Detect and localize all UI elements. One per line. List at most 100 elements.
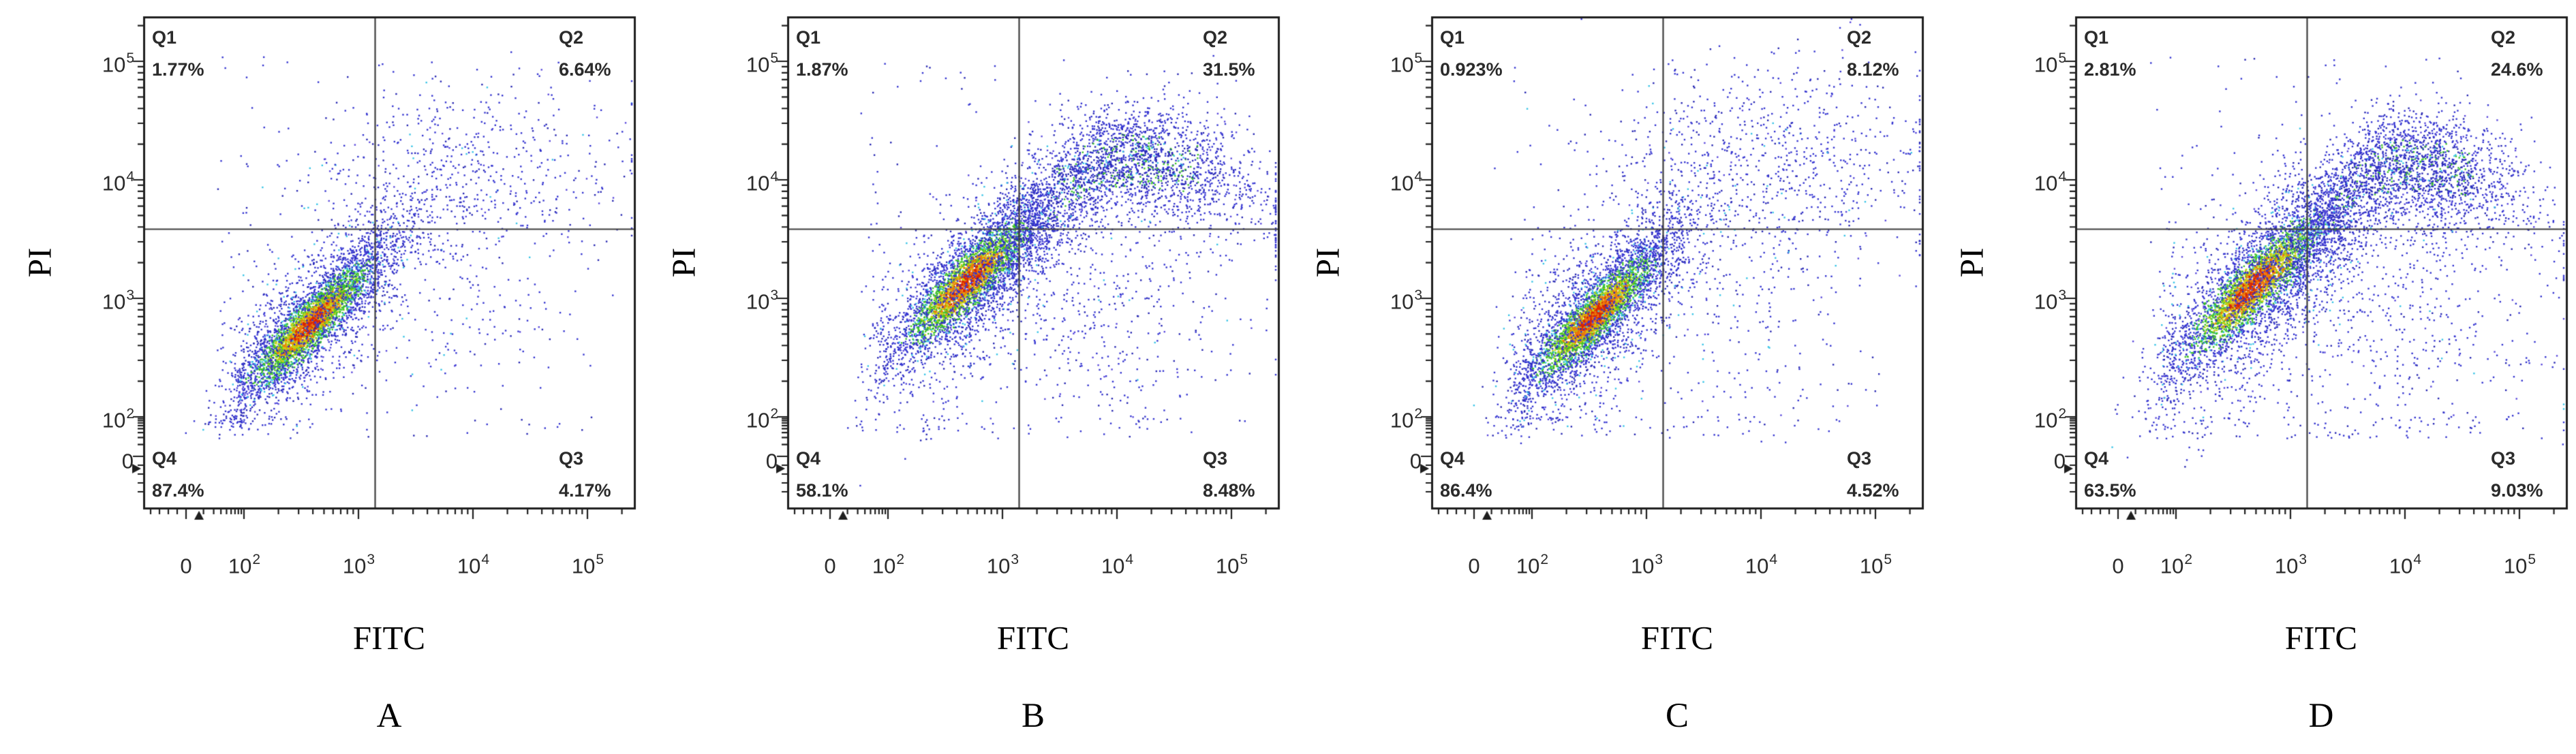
y-tick-label-1e2: 102 <box>746 406 778 433</box>
quadrant-label-q1: Q1 0.923% <box>1440 29 1503 79</box>
scatter-plot-canvas <box>0 0 644 754</box>
x-axis-label: FITC <box>1640 619 1714 657</box>
x-axis-label: FITC <box>996 619 1070 657</box>
x-tick-label-1e4: 104 <box>1101 552 1134 578</box>
y-tick-label-1e5: 105 <box>102 50 134 77</box>
quadrant-label-q1: Q1 2.81% <box>2084 29 2136 79</box>
quadrant-percent: 58.1% <box>796 480 848 501</box>
quadrant-label-q2: Q2 6.64% <box>559 29 611 79</box>
x-tick-label-1e2: 102 <box>1516 552 1549 578</box>
quadrant-percent: 0.923% <box>1440 59 1503 80</box>
quadrant-name: Q2 <box>1203 27 1228 48</box>
x-tick-label-1e3: 103 <box>1630 552 1663 578</box>
x-axis-label: FITC <box>2284 619 2358 657</box>
x-tick-label-1e5: 105 <box>571 552 604 578</box>
x-tick-label-1e5: 105 <box>1859 552 1892 578</box>
y-tick-label-1e3: 103 <box>2034 287 2066 314</box>
quadrant-name: Q3 <box>1203 448 1228 469</box>
quadrant-label-q2: Q2 8.12% <box>1847 29 1899 79</box>
x-tick-label-1e3: 103 <box>342 552 375 578</box>
flow-cytometry-panel-d: PI 105 104 103 102 0 0 102 103 104 105 Q… <box>1932 0 2576 754</box>
x-tick-label-1e4: 104 <box>2389 552 2422 578</box>
x-tick-label-0: 0 <box>824 554 836 578</box>
quadrant-name: Q1 <box>2084 27 2109 48</box>
flow-cytometry-panel-b: PI 105 104 103 102 0 0 102 103 104 105 Q… <box>644 0 1288 754</box>
panel-letter: B <box>1021 697 1045 735</box>
quadrant-name: Q3 <box>559 448 584 469</box>
y-axis-label: PI <box>20 247 59 278</box>
y-tick-label-1e5: 105 <box>2034 50 2066 77</box>
y-axis-label-wrap: PI <box>663 17 704 508</box>
x-tick-label-1e2: 102 <box>228 552 261 578</box>
panel-letter: C <box>1665 697 1689 735</box>
x-tick-label-1e3: 103 <box>2274 552 2307 578</box>
y-axis-label: PI <box>1952 247 1991 278</box>
y-tick-label-1e4: 104 <box>1390 169 1422 195</box>
quadrant-label-q4: Q4 87.4% <box>152 450 204 500</box>
quadrant-label-q1: Q1 1.87% <box>796 29 848 79</box>
quadrant-name: Q2 <box>559 27 584 48</box>
quadrant-percent: 24.6% <box>2491 59 2543 80</box>
quadrant-name: Q2 <box>1847 27 1872 48</box>
x-tick-label-0: 0 <box>2112 554 2124 578</box>
flow-cytometry-panel-a: PI 105 104 103 102 0 0 102 103 104 105 Q… <box>0 0 644 754</box>
x-tick-label-0: 0 <box>1468 554 1480 578</box>
x-tick-label-1e4: 104 <box>1745 552 1778 578</box>
y-tick-label-0: 0 <box>2053 449 2066 473</box>
scatter-plot-canvas <box>644 0 1288 754</box>
quadrant-name: Q4 <box>152 448 177 469</box>
quadrant-name: Q1 <box>152 27 177 48</box>
y-axis-label: PI <box>1308 247 1347 278</box>
flow-cytometry-panel-c: PI 105 104 103 102 0 0 102 103 104 105 Q… <box>1288 0 1932 754</box>
quadrant-percent: 1.87% <box>796 59 848 80</box>
quadrant-percent: 31.5% <box>1203 59 1255 80</box>
y-axis-label-wrap: PI <box>1951 17 1992 508</box>
quadrant-percent: 87.4% <box>152 480 204 501</box>
quadrant-name: Q3 <box>2491 448 2516 469</box>
x-tick-label-1e4: 104 <box>457 552 490 578</box>
quadrant-percent: 9.03% <box>2491 480 2543 501</box>
quadrant-label-q1: Q1 1.77% <box>152 29 204 79</box>
quadrant-name: Q1 <box>796 27 821 48</box>
x-tick-label-1e5: 105 <box>1215 552 1248 578</box>
y-axis-label: PI <box>664 247 703 278</box>
y-tick-label-1e4: 104 <box>746 169 778 195</box>
x-tick-label-1e2: 102 <box>2160 552 2193 578</box>
panel-letter: D <box>2308 697 2334 735</box>
quadrant-name: Q2 <box>2491 27 2516 48</box>
y-tick-label-1e5: 105 <box>1390 50 1422 77</box>
quadrant-label-q3: Q3 4.17% <box>559 450 611 500</box>
y-tick-label-0: 0 <box>765 449 778 473</box>
y-tick-label-0: 0 <box>1409 449 1422 473</box>
scatter-plot-canvas <box>1932 0 2576 754</box>
quadrant-percent: 6.64% <box>559 59 611 80</box>
quadrant-name: Q1 <box>1440 27 1465 48</box>
x-tick-label-1e2: 102 <box>872 552 905 578</box>
y-tick-label-1e2: 102 <box>1390 406 1422 433</box>
panel-letter: A <box>376 697 402 735</box>
quadrant-label-q4: Q4 86.4% <box>1440 450 1492 500</box>
quadrant-label-q2: Q2 31.5% <box>1203 29 1255 79</box>
y-tick-label-0: 0 <box>121 449 134 473</box>
quadrant-label-q3: Q3 4.52% <box>1847 450 1899 500</box>
quadrant-name: Q4 <box>2084 448 2109 469</box>
y-tick-label-1e2: 102 <box>2034 406 2066 433</box>
quadrant-label-q4: Q4 58.1% <box>796 450 848 500</box>
y-axis-label-wrap: PI <box>19 17 60 508</box>
x-tick-label-1e5: 105 <box>2503 552 2536 578</box>
y-tick-label-1e5: 105 <box>746 50 778 77</box>
quadrant-label-q2: Q2 24.6% <box>2491 29 2543 79</box>
quadrant-percent: 86.4% <box>1440 480 1492 501</box>
x-tick-label-0: 0 <box>180 554 192 578</box>
y-tick-label-1e4: 104 <box>102 169 134 195</box>
quadrant-percent: 4.17% <box>559 480 611 501</box>
quadrant-percent: 4.52% <box>1847 480 1899 501</box>
y-tick-label-1e3: 103 <box>1390 287 1422 314</box>
y-tick-label-1e2: 102 <box>102 406 134 433</box>
x-axis-label: FITC <box>352 619 426 657</box>
quadrant-label-q3: Q3 8.48% <box>1203 450 1255 500</box>
x-tick-label-1e3: 103 <box>986 552 1019 578</box>
quadrant-label-q3: Q3 9.03% <box>2491 450 2543 500</box>
quadrant-name: Q3 <box>1847 448 1872 469</box>
